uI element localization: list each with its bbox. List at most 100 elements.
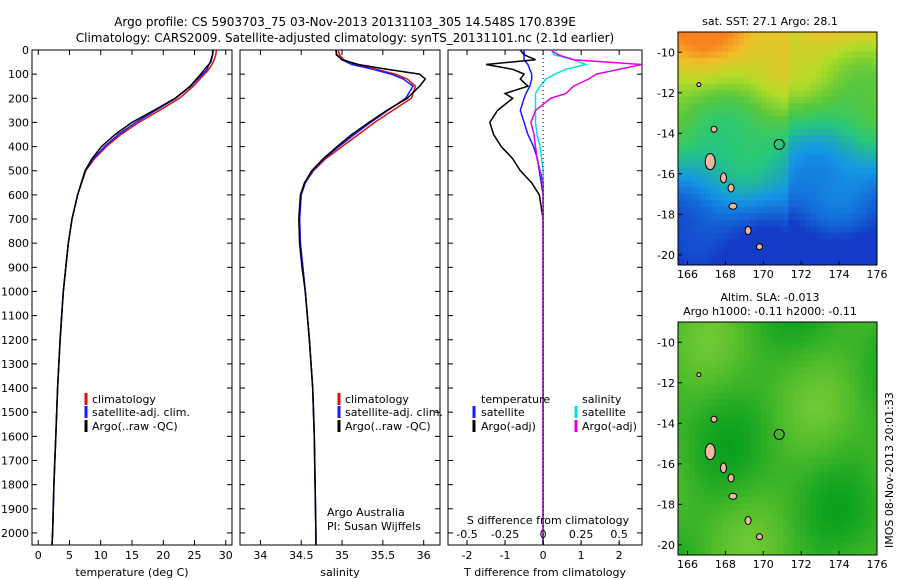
map-cell (860, 503, 867, 511)
annotation-line2: PI: Susan Wijffels (327, 520, 421, 533)
map-cell (744, 503, 751, 511)
map-xtick-label: 168 (715, 268, 736, 281)
map-cell (838, 148, 845, 156)
map-cell (843, 252, 850, 259)
map-cell (727, 57, 734, 65)
map-cell (749, 116, 756, 124)
map-cell (755, 516, 762, 524)
map-cell (777, 529, 784, 536)
map-cell (700, 167, 707, 175)
map-cell (727, 219, 734, 227)
map-cell (871, 341, 878, 349)
map-cell (849, 399, 856, 407)
map-cell (827, 548, 834, 556)
legend-label-t-argo: Argo(-adj) (481, 420, 536, 433)
map-cell (799, 174, 806, 182)
map-cell (738, 122, 745, 130)
map-cell (733, 393, 740, 401)
map-cell (854, 438, 861, 446)
map-cell (860, 399, 867, 407)
map-cell (838, 232, 845, 240)
map-cell (727, 167, 734, 175)
map-cell (689, 432, 695, 439)
series-line-satellite-adj-clim- (51, 49, 215, 546)
map-cell (766, 90, 773, 98)
map-cell (794, 83, 801, 91)
map-cell (733, 226, 740, 234)
map-cell (705, 542, 712, 549)
map-cell (805, 77, 812, 85)
map-cell (749, 213, 756, 221)
map-cell (733, 174, 740, 182)
xtick-label: -2 (462, 549, 473, 562)
map-cell (788, 258, 795, 266)
map-cell (694, 32, 701, 39)
ytick-label: 1100 (1, 310, 29, 323)
map-cell (849, 496, 856, 504)
map-cell (738, 444, 745, 452)
map-cell (816, 239, 823, 246)
map-cell (816, 535, 823, 543)
map-cell (788, 341, 795, 349)
map-cell (700, 122, 707, 130)
map-cell (711, 135, 718, 143)
map-cell (771, 38, 778, 46)
map-cell (871, 406, 878, 414)
map-cell (689, 38, 695, 46)
map-cell (683, 32, 690, 39)
map-cell (832, 116, 839, 124)
map-cell (771, 245, 778, 253)
map-cell (799, 57, 806, 65)
map-cell (683, 393, 690, 401)
map-cell (871, 477, 878, 485)
map-cell (783, 490, 789, 498)
map-cell (865, 44, 872, 52)
map-cell (821, 96, 828, 104)
map-cell (788, 432, 795, 439)
map-cell (755, 406, 762, 414)
map-cell (744, 57, 751, 65)
map-cell (755, 386, 762, 394)
map-cell (816, 90, 823, 98)
map-cell (832, 360, 839, 368)
map-cell (783, 399, 789, 407)
map-cell (733, 516, 740, 524)
map-cell (766, 109, 773, 117)
map-cell (678, 328, 684, 336)
map-cell (854, 483, 861, 491)
map-cell (733, 483, 740, 491)
map-cell (722, 399, 729, 407)
map-cell (689, 232, 695, 240)
map-cell (871, 419, 878, 426)
map-cell (794, 129, 801, 136)
map-cell (744, 193, 751, 201)
map-cell (716, 226, 723, 234)
map-cell (738, 96, 745, 104)
map-cell (849, 116, 856, 124)
map-cell (760, 32, 767, 39)
map-cell (810, 44, 817, 52)
map-cell (799, 258, 806, 266)
map-cell (777, 200, 784, 208)
map-cell (854, 32, 861, 39)
map-cell (849, 103, 856, 111)
ytick-label: 600 (8, 189, 29, 202)
map-cell (821, 103, 828, 111)
map-cell (810, 116, 817, 124)
map-cell (700, 490, 707, 498)
map-cell (689, 44, 695, 52)
map-cell (771, 432, 778, 439)
map-cell (716, 252, 723, 259)
map-cell (705, 180, 712, 188)
map-cell (794, 116, 801, 124)
map-cell (716, 399, 723, 407)
map-cell (771, 457, 778, 465)
map-cell (865, 245, 872, 253)
map-cell (733, 380, 740, 388)
map-cell (865, 354, 872, 362)
map-cell (860, 213, 867, 221)
map-cell (755, 438, 762, 446)
map-cell (832, 32, 839, 39)
map-cell (771, 258, 778, 266)
map-cell (843, 180, 850, 188)
